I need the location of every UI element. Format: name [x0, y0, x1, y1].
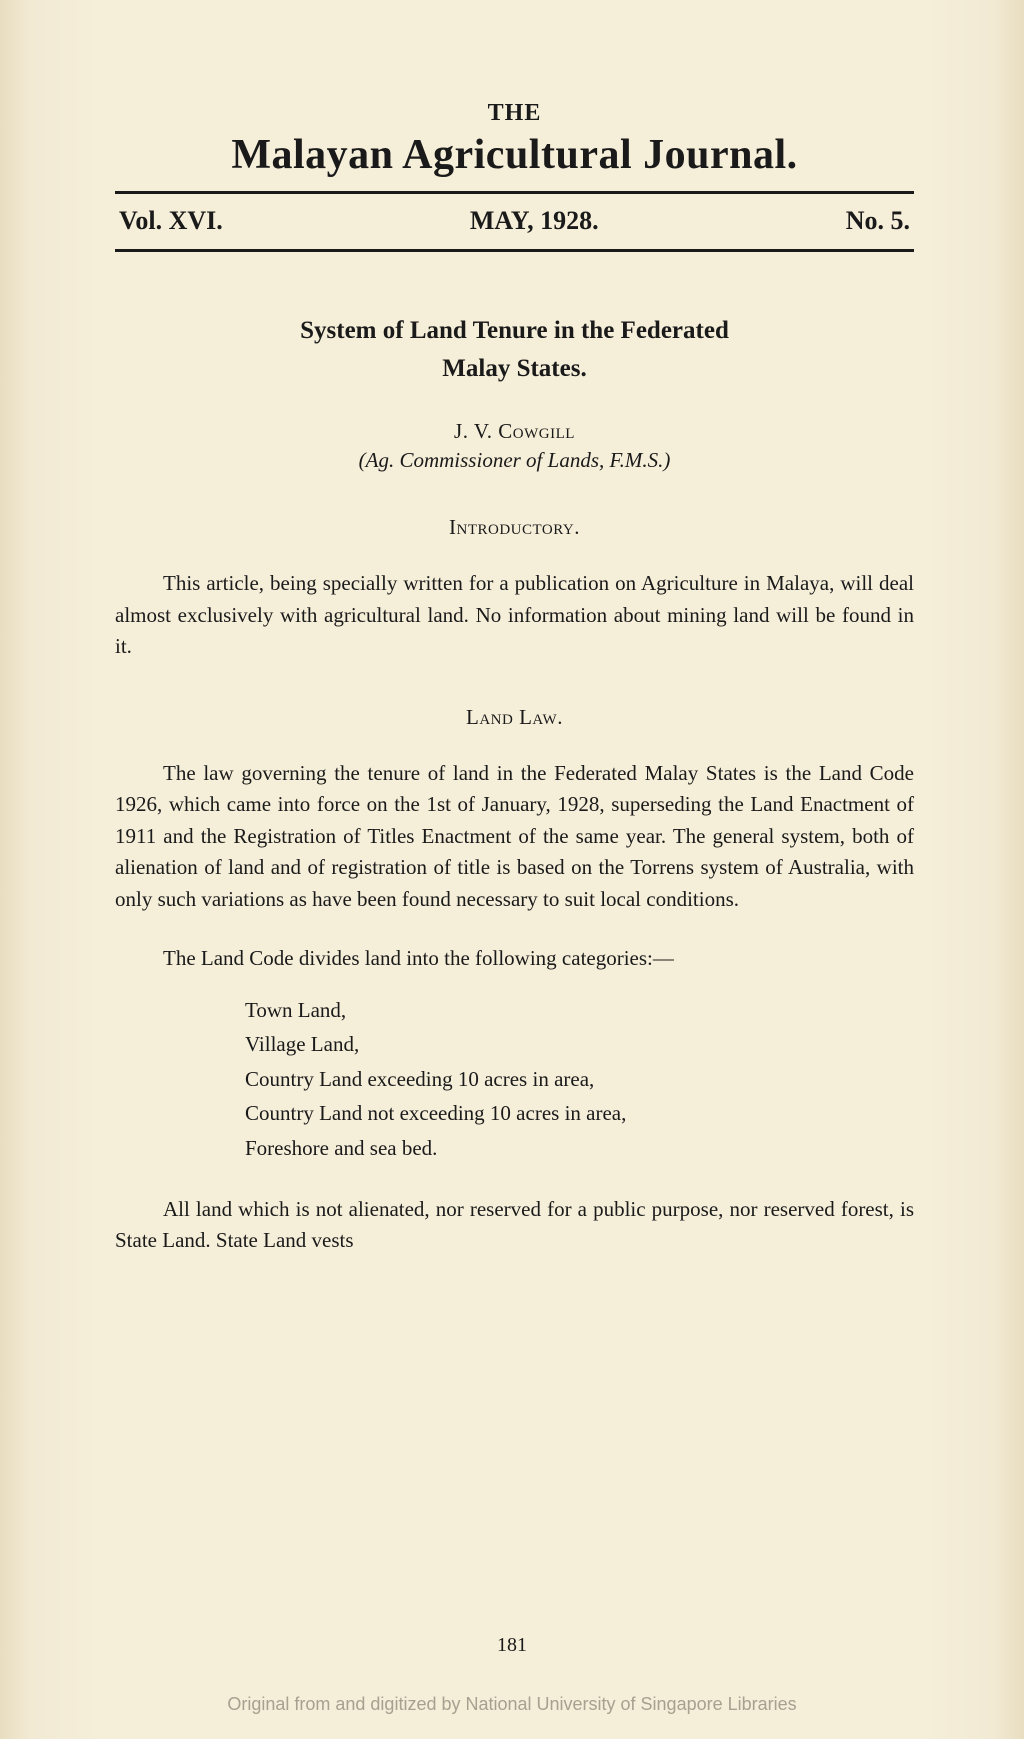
category-item: Village Land, — [245, 1027, 914, 1062]
intro-paragraph: This article, being specially written fo… — [115, 568, 914, 663]
journal-header: THE Malayan Agricultural Journal. — [115, 100, 914, 179]
journal-title: Malayan Agricultural Journal. — [115, 131, 914, 179]
issue-date: MAY, 1928. — [470, 206, 599, 236]
section-heading-landlaw: Land Law. — [115, 705, 914, 730]
category-list: Town Land, Village Land, Country Land ex… — [245, 993, 914, 1166]
article-title-line2: Malay States. — [115, 350, 914, 388]
author-block: J. V. Cowgill (Ag. Commissioner of Lands… — [115, 419, 914, 473]
digitization-watermark: Original from and digitized by National … — [0, 1694, 1024, 1715]
landlaw-para3: All land which is not alienated, nor res… — [115, 1194, 914, 1257]
category-item: Country Land not exceeding 10 acres in a… — [245, 1096, 914, 1131]
volume-text: Vol. XVI. — [119, 206, 223, 236]
rule-bottom — [115, 249, 914, 252]
author-name: J. V. Cowgill — [115, 419, 914, 444]
issue-line: Vol. XVI. MAY, 1928. No. 5. — [115, 194, 914, 248]
category-item: Town Land, — [245, 993, 914, 1028]
category-item: Foreshore and sea bed. — [245, 1131, 914, 1166]
the-label: THE — [115, 100, 914, 127]
article-title-line1: System of Land Tenure in the Federated — [115, 312, 914, 350]
issue-number: No. 5. — [846, 206, 910, 236]
author-role: (Ag. Commissioner of Lands, F.M.S.) — [115, 448, 914, 473]
category-item: Country Land exceeding 10 acres in area, — [245, 1062, 914, 1097]
landlaw-para1: The law governing the tenure of land in … — [115, 758, 914, 916]
article-title: System of Land Tenure in the Federated M… — [115, 312, 914, 387]
section-heading-intro: Introductory. — [115, 515, 914, 540]
landlaw-para2: The Land Code divides land into the foll… — [115, 943, 914, 975]
page-number: 181 — [0, 1634, 1024, 1657]
